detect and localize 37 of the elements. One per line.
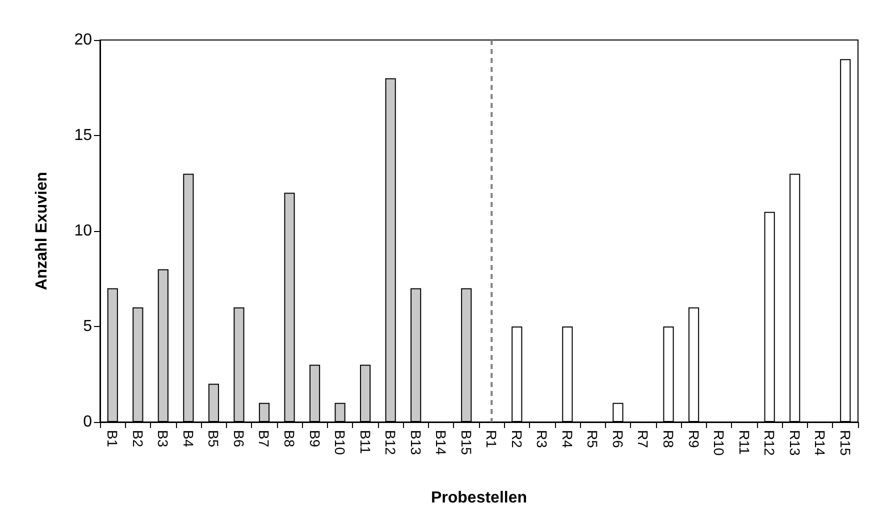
x-tick-label: B15 — [458, 430, 474, 456]
x-tick-label: B3 — [155, 430, 172, 448]
x-tick-label: R7 — [635, 430, 652, 448]
y-tick-label: 15 — [74, 127, 92, 144]
x-tick-label: R14 — [812, 430, 828, 456]
x-tick-label: R6 — [610, 430, 626, 448]
x-tick-label: B9 — [306, 430, 323, 448]
y-axis-title: Anzahl Exuvien — [34, 172, 50, 290]
y-tick-label: 0 — [83, 414, 92, 430]
x-tick-label: R15 — [837, 430, 854, 456]
x-tick-label: R5 — [584, 430, 601, 448]
x-tick-label: R3 — [534, 430, 550, 448]
x-tick-label: B5 — [206, 430, 222, 448]
x-tick-label: R4 — [559, 430, 576, 448]
y-tick-label: 20 — [74, 32, 92, 48]
x-tick-label: R8 — [660, 430, 676, 448]
x-axis-title: Probestellen — [430, 490, 528, 506]
x-tick-label: B1 — [104, 430, 121, 448]
x-tick-label: R2 — [508, 430, 525, 448]
x-tick-label: B13 — [408, 430, 424, 456]
x-tick-label: R10 — [711, 430, 728, 456]
x-tick-label: B2 — [130, 430, 146, 448]
x-tick-label: R13 — [786, 430, 803, 456]
x-tick-label: R9 — [686, 430, 702, 448]
x-tick-label: B4 — [180, 430, 196, 448]
x-tick-label: B10 — [332, 430, 348, 456]
y-tick-label: 5 — [83, 318, 92, 335]
x-tick-label: B11 — [357, 430, 374, 454]
x-tick-label: R1 — [484, 430, 500, 448]
x-tick-label: B8 — [282, 430, 298, 448]
y-tick-label: 10 — [74, 222, 92, 240]
x-tick-label: B6 — [230, 430, 247, 448]
x-tick-label: B7 — [256, 430, 272, 448]
x-tick-label: R11 — [736, 430, 752, 455]
x-tick-label: B14 — [433, 430, 450, 456]
x-tick-label: B12 — [382, 430, 399, 456]
x-tick-label: R12 — [762, 430, 778, 456]
